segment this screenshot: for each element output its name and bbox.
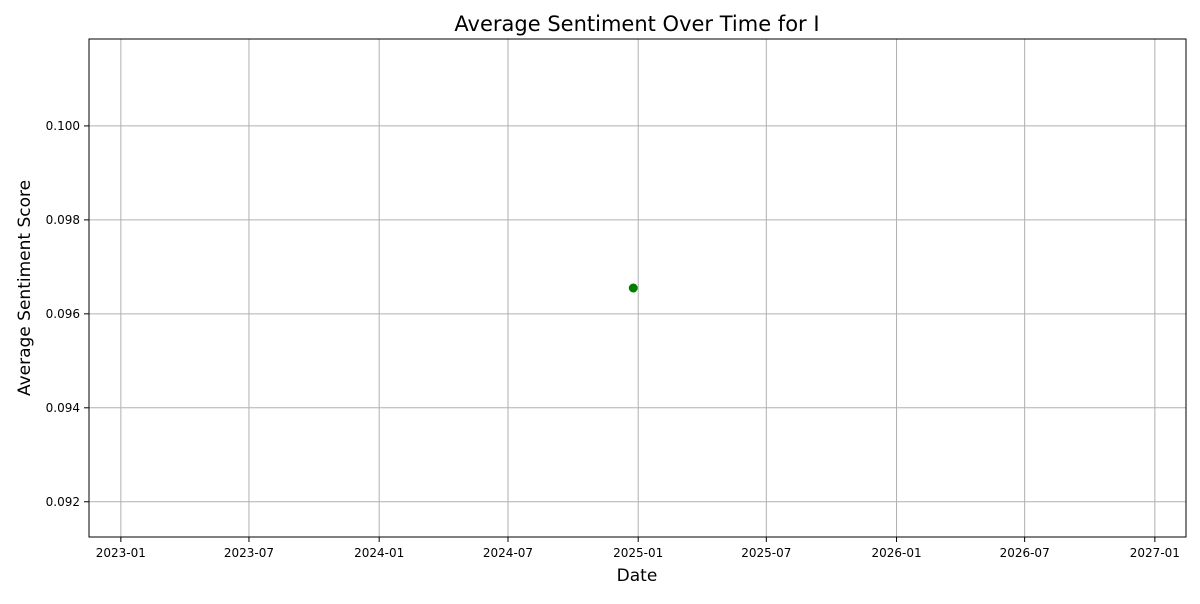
chart-title: Average Sentiment Over Time for I (454, 12, 819, 36)
grid-lines (89, 39, 1186, 537)
x-tick-label: 2025-07 (741, 546, 791, 560)
y-tick-label: 0.092 (46, 495, 80, 509)
y-tick-label: 0.098 (46, 213, 80, 227)
y-tick-label: 0.100 (46, 119, 80, 133)
data-points (628, 283, 638, 293)
x-tick-label: 2025-01 (613, 546, 663, 560)
y-tick-label: 0.094 (46, 401, 80, 415)
x-tick-label: 2026-07 (1000, 546, 1050, 560)
axis-ticks: 2023-01 2023-07 2024-01 2024-07 2025-01 2025-… (46, 119, 1180, 560)
plot-frame (88, 38, 1187, 538)
y-axis-label: Average Sentiment Score (15, 180, 35, 396)
y-tick-label: 0.096 (46, 307, 80, 321)
x-tick-label: 2023-01 (96, 546, 146, 560)
x-tick-label: 2024-01 (354, 546, 404, 560)
x-tick-label: 2027-01 (1130, 546, 1180, 560)
x-tick-label: 2023-07 (224, 546, 274, 560)
data-point (628, 283, 638, 293)
x-axis-label: Date (617, 566, 658, 586)
x-tick-label: 2026-01 (871, 546, 921, 560)
x-tick-label: 2024-07 (483, 546, 533, 560)
